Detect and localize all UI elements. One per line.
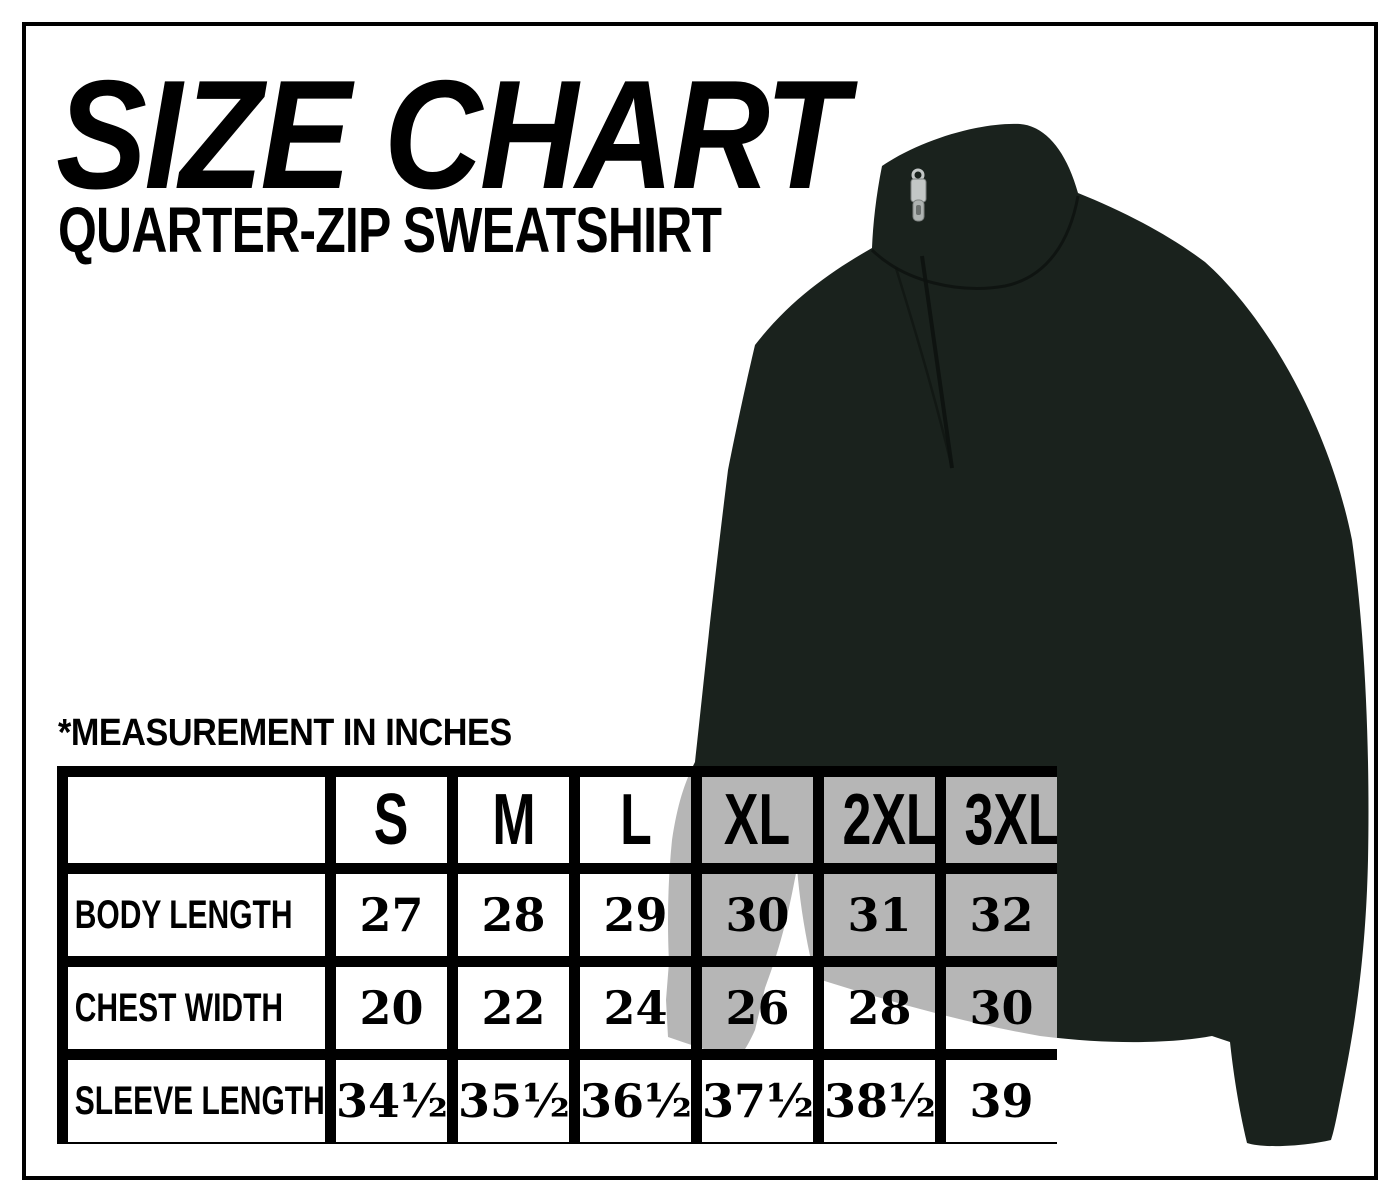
size-header-label: 2XL (842, 780, 938, 860)
measurement-units-note: *MEASUREMENT IN INCHES (58, 712, 512, 754)
size-value-cell: 27 (325, 863, 458, 967)
table-row-body-length: BODY LENGTH 27 28 29 30 31 32 (57, 863, 1057, 967)
size-header-cell-l: L (569, 766, 702, 874)
placket-fold-line (894, 267, 954, 469)
size-value: 20 (359, 981, 424, 1035)
size-value: 28 (481, 888, 546, 942)
size-value-cell: 24 (569, 956, 702, 1060)
row-label-cell: BODY LENGTH (57, 863, 336, 967)
size-header-label: S (374, 780, 409, 860)
size-value: 29 (603, 888, 668, 942)
size-value: 38½ (824, 1074, 936, 1128)
size-header-label: L (619, 780, 652, 860)
table-row-chest-width: CHEST WIDTH 20 22 24 26 28 30 (57, 956, 1057, 1060)
size-value-cell: 26 (691, 956, 824, 1060)
size-chart-table: S M L XL 2XL 3XL BODY LENGTH 27 28 29 30… (57, 766, 1057, 1144)
size-value: 36½ (580, 1074, 692, 1128)
size-header-label: M (491, 780, 536, 860)
size-header-row: S M L XL 2XL 3XL (57, 766, 1057, 874)
size-value-cell: 32 (935, 863, 1057, 967)
size-value-cell: 34½ (325, 1049, 458, 1144)
size-value: 22 (481, 981, 546, 1035)
page-title: SIZE CHART (56, 48, 848, 221)
size-header-cell-m: M (447, 766, 580, 874)
size-value-cell: 30 (691, 863, 824, 967)
size-header-cell-2xl: 2XL (813, 766, 946, 874)
size-value-cell: 31 (813, 863, 946, 967)
size-value: 37½ (702, 1074, 814, 1128)
page-subtitle: QUARTER-ZIP SWEATSHIRT (58, 194, 722, 266)
size-value-cell: 22 (447, 956, 580, 1060)
size-header-cell-s: S (325, 766, 458, 874)
size-value: 31 (847, 888, 912, 942)
corner-cell (57, 766, 336, 874)
row-label: CHEST WIDTH (74, 986, 284, 1030)
size-value-cell: 39 (935, 1049, 1057, 1144)
size-value-cell: 28 (813, 956, 946, 1060)
size-value: 35½ (458, 1074, 570, 1128)
size-value-cell: 28 (447, 863, 580, 967)
row-label-cell: CHEST WIDTH (57, 956, 336, 1060)
size-value: 30 (725, 888, 790, 942)
size-value: 30 (969, 981, 1034, 1035)
size-value-cell: 38½ (813, 1049, 946, 1144)
size-value-cell: 37½ (691, 1049, 824, 1144)
zipper-pull-icon (910, 168, 927, 222)
size-table-panel: S M L XL 2XL 3XL BODY LENGTH 27 28 29 30… (57, 766, 1057, 1144)
size-header-label: 3XL (964, 780, 1057, 860)
size-value-cell: 35½ (447, 1049, 580, 1144)
size-value-cell: 29 (569, 863, 702, 967)
size-value: 34½ (336, 1074, 448, 1128)
zipper-placket-line (920, 255, 954, 469)
size-value: 39 (969, 1074, 1034, 1128)
row-label: BODY LENGTH (74, 893, 293, 937)
size-value-cell: 20 (325, 956, 458, 1060)
collar-seam-line (870, 195, 1080, 290)
size-value: 28 (847, 981, 912, 1035)
outer-border-frame (22, 22, 1378, 1180)
row-label-cell: SLEEVE LENGTH (57, 1049, 336, 1144)
size-value-cell: 36½ (569, 1049, 702, 1144)
size-header-cell-3xl: 3XL (935, 766, 1057, 874)
size-header-label: XL (724, 780, 791, 860)
table-row-sleeve-length: SLEEVE LENGTH 34½ 35½ 36½ 37½ 38½ 39 (57, 1049, 1057, 1144)
size-value: 27 (359, 888, 424, 942)
size-value: 24 (603, 981, 668, 1035)
row-label: SLEEVE LENGTH (74, 1079, 325, 1123)
size-value-cell: 30 (935, 956, 1057, 1060)
size-header-cell-xl: XL (691, 766, 824, 874)
size-value: 26 (725, 981, 790, 1035)
size-value: 32 (969, 888, 1034, 942)
